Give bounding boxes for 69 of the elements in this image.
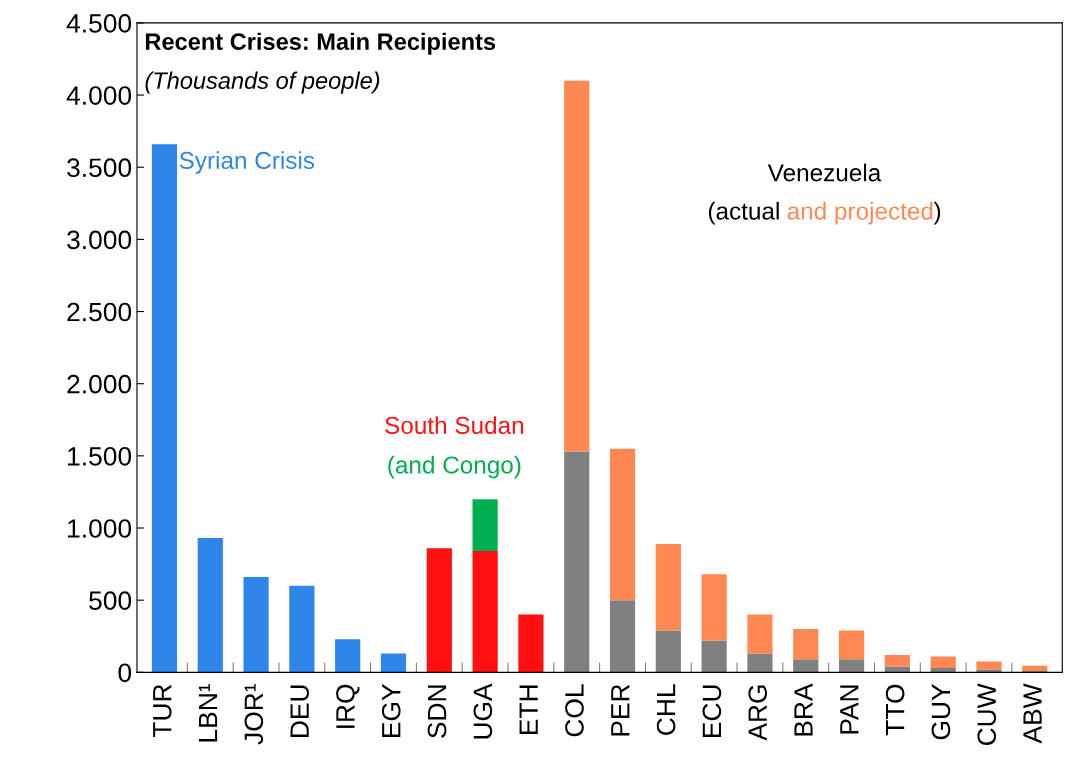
bar [884,655,910,667]
bar [335,639,361,673]
bar [655,630,681,673]
chart-title: Recent Crises: Main Recipients [145,32,496,55]
y-tick-label: 1.000 [68,519,132,538]
bar [609,448,636,601]
x-tick-label: DEU [290,685,309,737]
x-tick-label: TTO [885,684,905,736]
x-tick-label: PER [611,684,630,736]
bar [838,659,865,673]
y-tick-label: 2.000 [67,374,132,394]
x-tick-label: ECU [702,685,722,737]
bar [380,653,407,673]
x-tick-label: TUR [153,684,172,738]
bar [701,640,727,673]
bar [243,577,269,673]
bar [564,80,590,452]
bar [1022,665,1048,671]
bar [976,669,1002,673]
y-tick-label: 1.500 [68,446,132,466]
x-tick-label: JOR¹ [244,684,264,745]
bar [151,144,178,673]
annotation: Syrian Crisis [179,151,315,174]
x-tick-label: ETH [519,685,538,735]
bar [930,656,956,668]
annotation: (and Congo) [388,455,521,479]
y-tick-label: 0 [118,663,132,683]
bar [564,451,590,673]
y-tick-label: 4.000 [66,86,132,105]
x-tick-label: CUW [977,683,997,746]
annotation: and projected [787,201,933,225]
x-tick-label: IRQ [336,684,360,728]
x-tick-label: BRA [794,683,813,736]
annotation: Venezuela [767,163,882,182]
annotation: (actual [708,201,779,225]
y-tick-label: 500 [89,591,132,610]
x-tick-label: SDN [427,685,447,738]
x-tick-label: UGA [473,683,493,739]
bar [793,659,819,673]
bar [793,629,819,660]
bar [472,499,498,552]
annotation: ) [933,201,941,225]
bar [426,548,452,673]
y-tick-label: 2.500 [67,302,132,322]
bar [289,585,315,673]
bar [701,574,727,641]
x-tick-label: LBN¹ [198,684,218,742]
y-tick-label: 4.500 [66,14,132,33]
bar [609,600,636,673]
y-tick-label: 3.500 [67,158,132,178]
bar [197,538,223,673]
text: (Thousands of people) [145,71,380,94]
x-tick-label: ABW [1023,683,1042,744]
annotation: South Sudan [385,416,524,435]
x-tick-label: CHL [656,684,676,735]
bar [976,661,1002,670]
x-tick-label: COL [565,684,584,737]
x-tick-label: PAN [840,685,859,734]
bar [930,667,956,673]
bar [747,653,773,673]
bar [472,551,498,673]
x-tick-label: GUY [931,684,951,740]
y-tick-label: 3.000 [67,230,132,250]
bar [838,630,865,660]
bar [655,543,681,631]
bar [747,614,773,654]
x-tick-label: EGY [381,684,401,737]
bar [518,614,544,673]
x-tick-label: ARG [748,685,768,741]
